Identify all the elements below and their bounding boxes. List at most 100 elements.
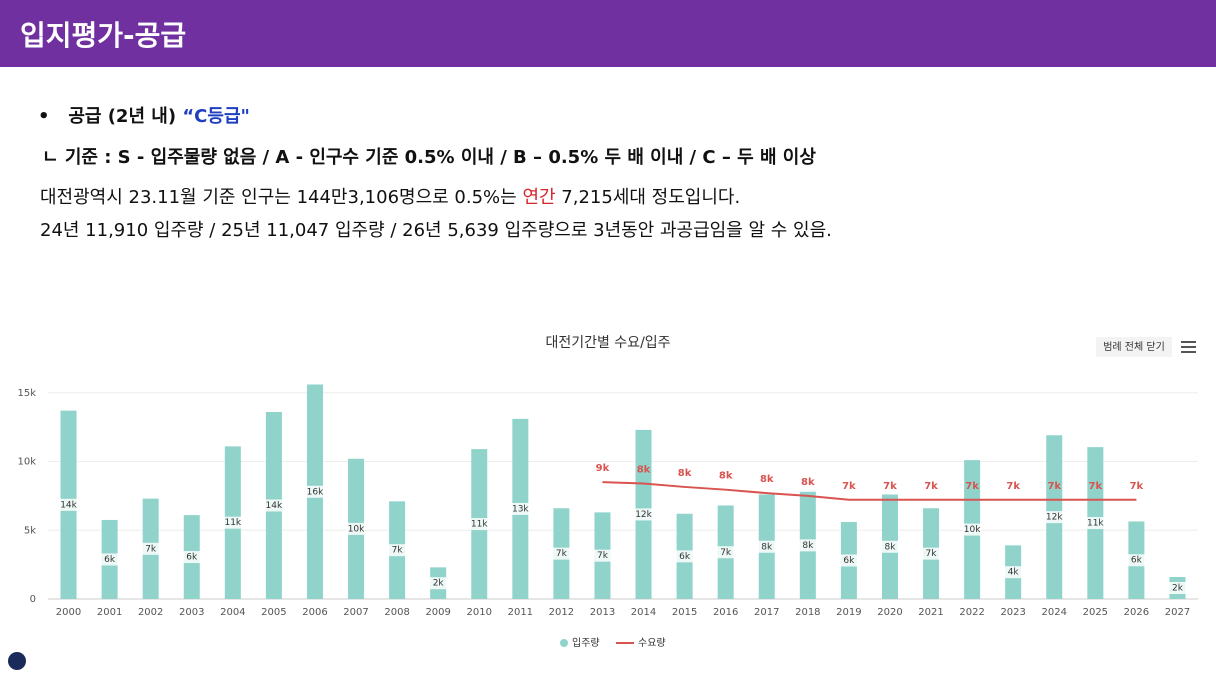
x-tick-label: 2021 (918, 607, 943, 618)
label-bg (347, 522, 366, 535)
x-tick-label: 2005 (261, 607, 286, 618)
y-tick-label: 15k (17, 388, 36, 399)
data-label: 7k (1130, 481, 1144, 492)
data-label: 14k (60, 500, 77, 510)
label-bg (388, 544, 407, 557)
x-tick-label: 2001 (97, 607, 122, 618)
data-label: 7k (392, 546, 404, 556)
data-label: 7k (926, 549, 938, 559)
label-bg (798, 539, 817, 552)
data-label: 14k (266, 501, 283, 511)
data-label: 7k (965, 481, 979, 492)
data-label: 7k (597, 551, 609, 561)
label-bg (223, 516, 242, 529)
data-label: 7k (1047, 481, 1061, 492)
line3: 대전광역시 23.11월 기준 인구는 144만3,106명으로 0.5%는 연… (40, 183, 740, 209)
x-tick-label: 2010 (467, 607, 492, 618)
x-tick-label: 2016 (713, 607, 738, 618)
data-label: 8k (884, 542, 896, 552)
data-label: 11k (224, 518, 241, 528)
label-bg (264, 499, 283, 512)
x-tick-label: 2025 (1083, 607, 1108, 618)
legend-label: 입주량 (572, 636, 600, 649)
x-tick-label: 2006 (302, 607, 327, 618)
x-tick-label: 2026 (1124, 607, 1149, 618)
chart-title: 대전기간별 수요/입주 (545, 335, 670, 351)
data-label: 10k (964, 525, 981, 535)
label-bg (470, 518, 489, 531)
x-tick-label: 2012 (549, 607, 574, 618)
x-tick-label: 2027 (1165, 607, 1190, 618)
data-label: 13k (512, 504, 529, 514)
data-label: 8k (719, 471, 733, 482)
line (602, 481, 1137, 501)
label-bg (1127, 554, 1146, 567)
x-tick-label: 2009 (425, 607, 450, 618)
label-bg (675, 550, 694, 563)
label-bg (429, 577, 448, 590)
label-bg (59, 498, 78, 511)
line4: 24년 11,910 입주량 / 25년 11,047 입주량 / 26년 5,… (40, 220, 832, 241)
grade: “C등급" (182, 106, 250, 127)
label-bg (593, 549, 612, 562)
label-bg (757, 540, 776, 553)
data-label: 6k (1131, 556, 1143, 566)
menu-icon[interactable] (1181, 341, 1196, 353)
x-tick-label: 2011 (508, 607, 533, 618)
data-label: 7k (145, 544, 157, 554)
data-label: 6k (843, 556, 855, 566)
legend-toggle-label[interactable]: 범례 전체 닫기 (1103, 341, 1165, 353)
label-bg (305, 485, 324, 498)
x-tick-label: 2013 (590, 607, 615, 618)
data-label: 8k (761, 542, 773, 552)
data-label: 4k (1008, 568, 1020, 578)
x-tick-label: 2000 (56, 607, 81, 618)
text: 연간 (522, 187, 556, 208)
y-tick-label: 5k (24, 525, 36, 536)
data-label: 6k (186, 553, 198, 563)
legend-swatch (560, 639, 568, 647)
data-label: 7k (1089, 481, 1103, 492)
data-label: 6k (104, 555, 116, 565)
text: 대전광역시 23.11월 기준 인구는 144만3,106명으로 0.5%는 (40, 187, 523, 208)
label-bg (552, 547, 571, 560)
data-label: 8k (678, 468, 692, 479)
label-bg (716, 546, 735, 559)
x-tick-label: 2002 (138, 607, 163, 618)
header: 입지평가-공급 (0, 0, 1216, 67)
x-tick-label: 2023 (1000, 607, 1025, 618)
bullet-text: 공급 (2년 내) (68, 106, 183, 127)
label-bg (1004, 566, 1023, 579)
x-tick-label: 2014 (631, 607, 656, 618)
criteria: ㄴ 기준 : S - 입주물량 없음 / A - 인구수 기준 0.5% 이내 … (42, 147, 816, 168)
label-bg (1086, 517, 1105, 530)
data-label: 6k (679, 552, 691, 562)
label-bg (880, 540, 899, 553)
data-label: 2k (1172, 584, 1184, 594)
data-label: 9k (596, 463, 610, 474)
data-label: 8k (802, 541, 814, 551)
label-bg (634, 508, 653, 521)
legend-toggle[interactable] (1096, 337, 1172, 357)
data-label: 7k (556, 549, 568, 559)
text: 7,215세대 정도입니다. (555, 187, 741, 208)
data-label: 7k (883, 481, 897, 492)
logo (8, 652, 26, 670)
legend-label: 수요량 (638, 637, 666, 649)
data-label: 7k (1006, 481, 1020, 492)
x-tick-label: 2024 (1042, 607, 1067, 618)
data-label: 8k (637, 465, 651, 476)
data-label: 2k (433, 579, 445, 589)
label-bg (100, 553, 119, 566)
label-bg (839, 554, 858, 567)
x-tick-label: 2018 (795, 607, 820, 618)
label-bg (141, 542, 160, 555)
chart: 대전기간별 수요/입주 범례 전체 닫기 0 5k 10k 15k 2000 2001 20… (8, 335, 1198, 670)
data-label: 16k (307, 487, 324, 497)
x-tick-label: 2022 (959, 607, 984, 618)
label-bg (922, 547, 941, 560)
label-bg (1045, 511, 1064, 524)
bullet: • 공급 (2년 내) “C등급" (38, 106, 250, 127)
data-label: 12k (635, 510, 652, 520)
